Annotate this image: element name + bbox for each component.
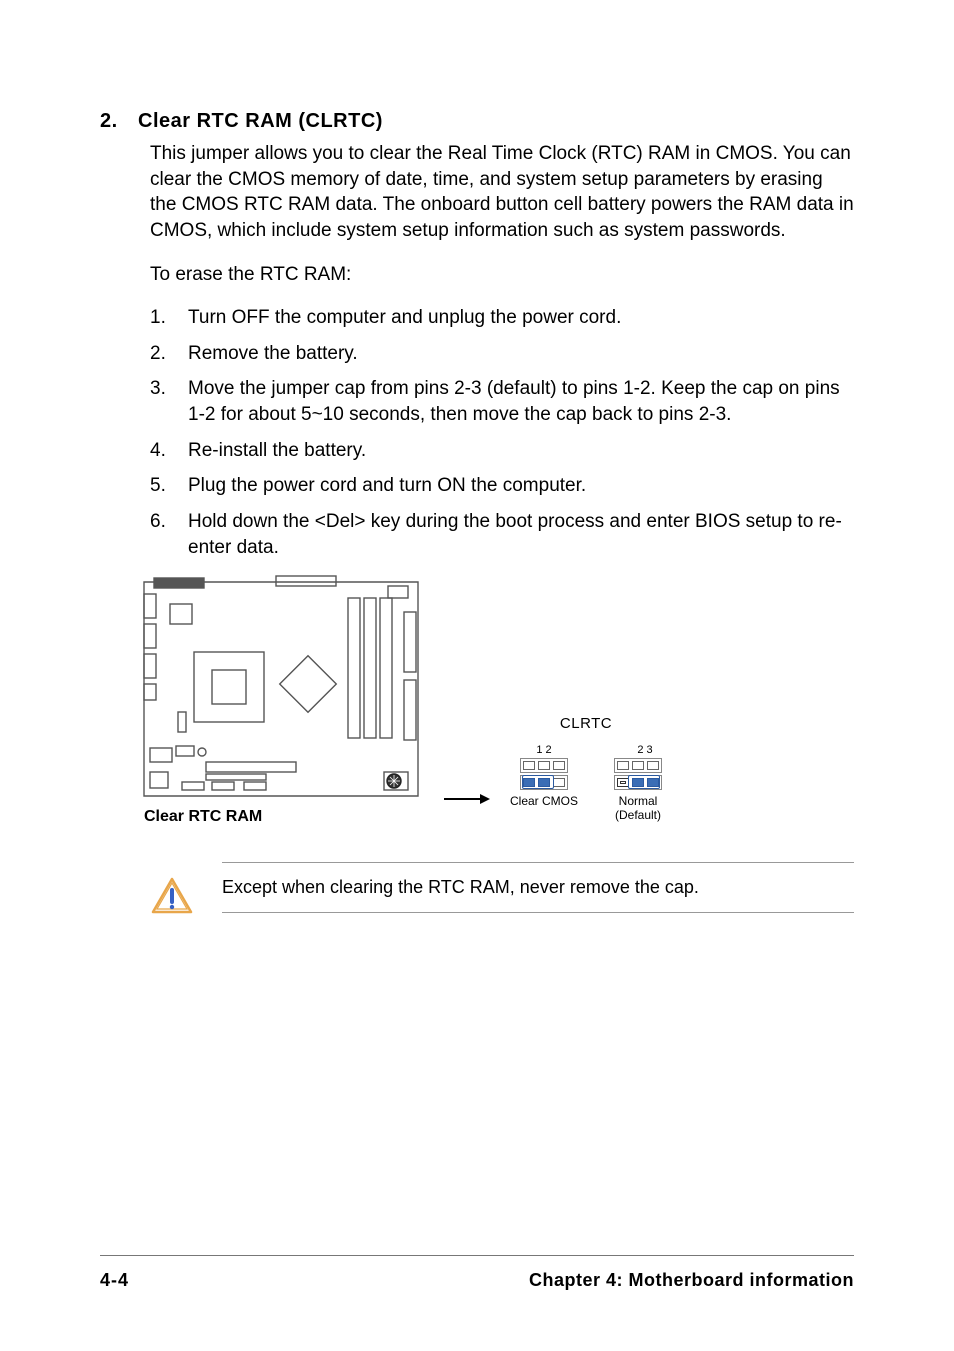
pin-numbers: 1 2: [536, 744, 551, 756]
jumper-label-normal: Normal: [619, 794, 658, 808]
step-text: Hold down the <Del> key during the boot …: [188, 511, 842, 558]
lead-text: To erase the RTC RAM:: [150, 262, 854, 288]
jumper-title: CLRTC: [560, 715, 612, 732]
jumper-normal: 2 3 Normal (Default): [614, 744, 662, 823]
jumper-diagram: CLRTC 1 2 Clear CMOS 2 3 Normal: [510, 715, 662, 823]
step-number: 2.: [150, 341, 166, 367]
step-item: 3. Move the jumper cap from pins 2-3 (def…: [150, 376, 854, 427]
step-number: 5.: [150, 473, 166, 499]
chapter-title: Chapter 4: Motherboard information: [529, 1270, 854, 1291]
section-number: 2.: [100, 110, 138, 133]
page-number: 4-4: [100, 1270, 129, 1291]
jumper-clear-cmos: 1 2 Clear CMOS: [510, 744, 578, 823]
motherboard-label: Clear RTC RAM: [144, 808, 426, 826]
step-number: 4.: [150, 438, 166, 464]
section-title: Clear RTC RAM (CLRTC): [138, 110, 383, 132]
jumper-label-default: (Default): [615, 808, 661, 822]
step-number: 3.: [150, 376, 166, 402]
step-text: Turn OFF the computer and unplug the pow…: [188, 307, 621, 328]
motherboard-diagram: [136, 572, 426, 802]
step-text: Remove the battery.: [188, 343, 358, 364]
intro-paragraph: This jumper allows you to clear the Real…: [150, 141, 854, 244]
diagram-area: Clear RTC RAM CLRTC 1 2 Clear CMOS 2 3: [136, 572, 854, 826]
jumper-label-clear: Clear CMOS: [510, 794, 578, 808]
step-text: Move the jumper cap from pins 2-3 (defau…: [188, 378, 840, 425]
caution-icon: [150, 876, 194, 916]
arrow-icon: [444, 798, 488, 800]
step-text: Plug the power cord and turn ON the comp…: [188, 475, 586, 496]
caution-note: Except when clearing the RTC RAM, never …: [150, 862, 854, 916]
caution-text: Except when clearing the RTC RAM, never …: [222, 862, 854, 913]
step-item: 4. Re-install the battery.: [150, 438, 854, 464]
step-item: 5. Plug the power cord and turn ON the co…: [150, 473, 854, 499]
step-item: 2. Remove the battery.: [150, 341, 854, 367]
step-number: 6.: [150, 509, 166, 535]
step-item: 6. Hold down the <Del> key during the boo…: [150, 509, 854, 560]
pin-numbers: 2 3: [637, 744, 652, 756]
step-text: Re-install the battery.: [188, 440, 366, 461]
steps-list: 1. Turn OFF the computer and unplug the p…: [150, 305, 854, 560]
section-heading: 2.Clear RTC RAM (CLRTC): [100, 110, 854, 133]
page-footer: 4-4 Chapter 4: Motherboard information: [100, 1255, 854, 1291]
step-number: 1.: [150, 305, 166, 331]
step-item: 1. Turn OFF the computer and unplug the p…: [150, 305, 854, 331]
